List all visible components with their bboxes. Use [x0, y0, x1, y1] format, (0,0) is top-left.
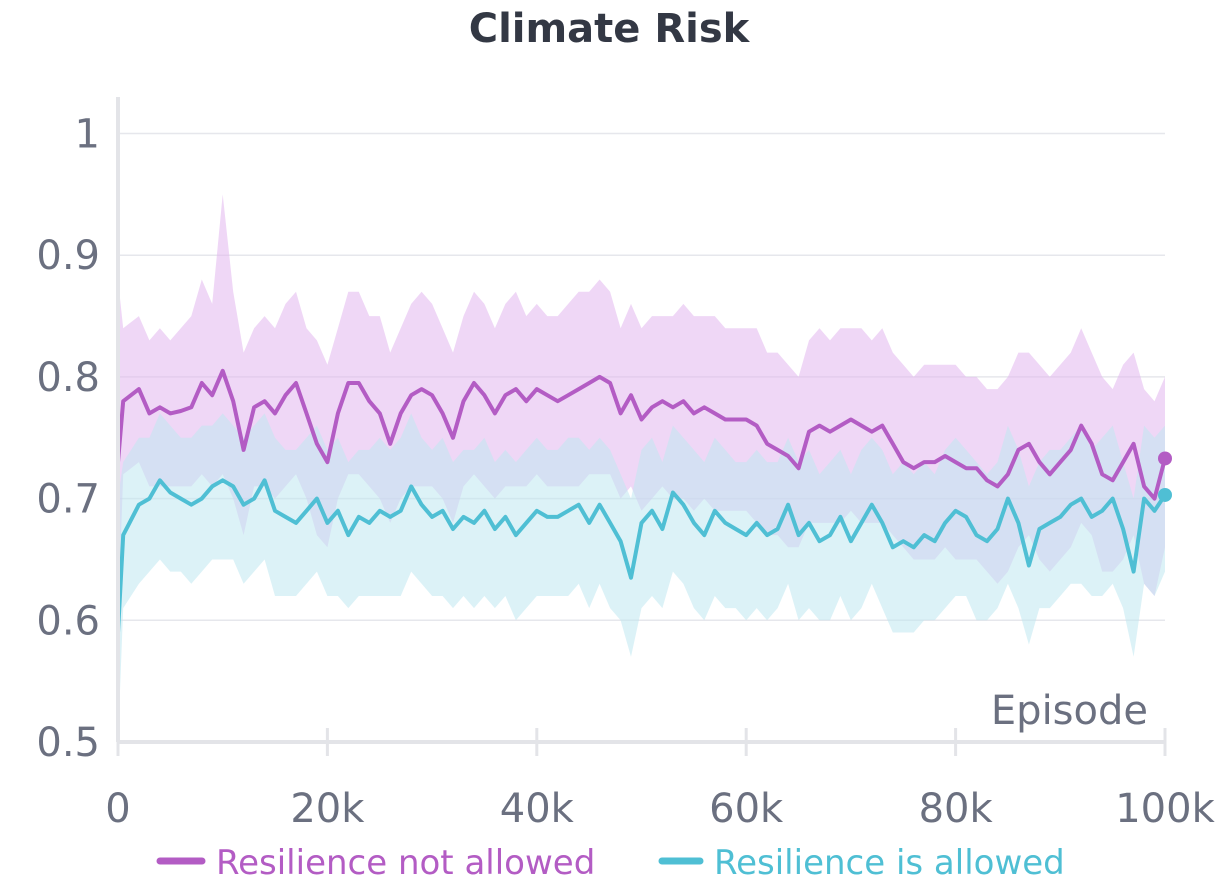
y-tick-label: 0.5	[36, 720, 100, 766]
y-tick-label: 1	[75, 112, 100, 158]
series-line-resilience-is-allowed[interactable]	[116, 478, 1167, 635]
y-tick-label: 0.7	[36, 477, 100, 523]
x-tick-label: 40k	[500, 786, 575, 832]
x-tick-label: 20k	[290, 786, 365, 832]
series-lines	[116, 368, 1172, 635]
chart-title: Climate Risk	[469, 6, 751, 52]
end-point-resilience-is-allowed[interactable]	[1158, 487, 1172, 502]
y-tick-label: 0.6	[36, 598, 100, 644]
x-tick-label: 0	[105, 786, 130, 832]
y-tick-label: 0.8	[36, 355, 100, 401]
x-tick-label: 80k	[919, 786, 994, 832]
x-tick-label: 100k	[1115, 786, 1215, 832]
axes: 0.5 0.6 0.7 0.8 0.9 1 0 20k 40k 60k 80k 100k	[36, 97, 1216, 832]
legend-label-resilience-is-allowed: Resilience is allowed	[714, 843, 1065, 883]
legend-label-resilience-not-allowed: Resilience not allowed	[216, 843, 595, 883]
y-tick-label: 0.9	[36, 233, 100, 279]
legend-item-resilience-is-allowed[interactable]: Resilience is allowed	[658, 843, 1065, 883]
confidence-bands	[118, 194, 1165, 742]
legend-item-resilience-not-allowed[interactable]: Resilience not allowed	[156, 843, 595, 883]
band-resilience-is-allowed	[118, 413, 1165, 742]
legend: Resilience not allowed Resilience is all…	[156, 843, 1065, 883]
series-line-resilience-not-allowed[interactable]	[116, 368, 1167, 501]
x-axis-label: Episode	[991, 688, 1148, 734]
x-tick-label: 60k	[709, 786, 784, 832]
end-point-resilience-not-allowed[interactable]	[1158, 451, 1172, 466]
